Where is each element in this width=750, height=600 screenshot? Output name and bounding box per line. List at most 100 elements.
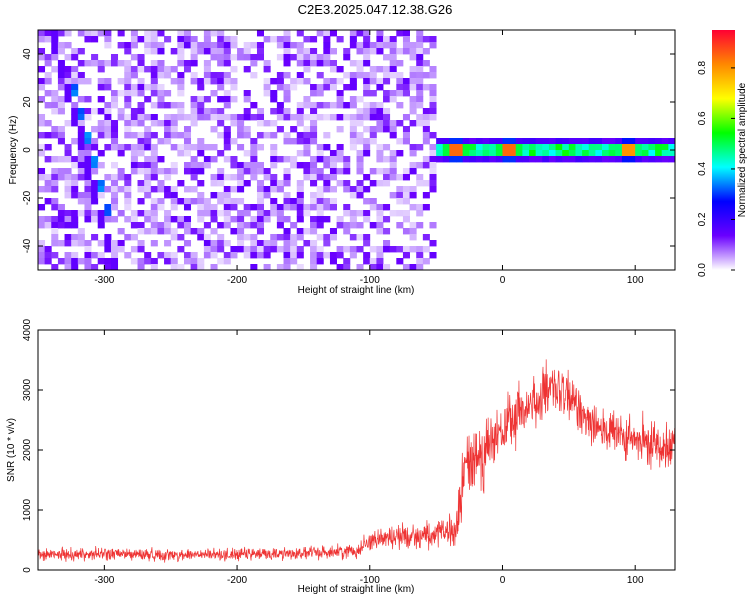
- spectrogram-cell: [336, 66, 344, 73]
- spectrogram-cell: [402, 198, 410, 205]
- spectrogram-cell: [130, 156, 138, 163]
- spectrogram-cell: [77, 120, 85, 127]
- spectrogram-cell: [130, 114, 138, 121]
- spectrogram-cell: [329, 234, 337, 241]
- spectrogram-cell: [349, 120, 357, 127]
- spectrogram-cell: [71, 192, 79, 199]
- spectrogram-cell: [495, 156, 503, 163]
- spectrogram-cell: [71, 90, 79, 97]
- spectrogram-cell: [475, 150, 483, 157]
- spectrogram-cell: [91, 186, 99, 193]
- spectrogram-cell: [296, 132, 304, 139]
- spectrogram-cell: [110, 186, 119, 193]
- spectrogram-cell: [263, 246, 271, 253]
- spectrogram-cell: [270, 234, 278, 241]
- spectrogram-cell: [38, 150, 46, 157]
- spectrogram-cell: [402, 90, 410, 97]
- spectrogram-cell: [117, 210, 125, 217]
- spectrogram-cell: [429, 186, 437, 193]
- spectrogram-cell: [310, 204, 318, 211]
- spectrogram-cell: [77, 48, 85, 55]
- spectrogram-cell: [422, 234, 430, 241]
- spectrogram-cell: [51, 54, 59, 61]
- spectrogram-cell: [389, 246, 397, 253]
- spectrogram-cell: [170, 252, 178, 259]
- spectrogram-cell: [210, 216, 218, 223]
- spectrogram-cell: [449, 144, 457, 151]
- spectrogram-cell: [170, 120, 178, 127]
- spectrogram-cell: [303, 144, 311, 151]
- spectrogram-cell: [137, 36, 145, 43]
- spectrogram-cell: [124, 186, 132, 193]
- spectrogram-cell: [217, 198, 225, 205]
- y-tick-label: -20: [22, 190, 33, 205]
- spectrogram-cell: [316, 60, 324, 67]
- spectrogram-cell: [170, 186, 178, 193]
- spectrogram-cell: [97, 78, 105, 85]
- spectrogram-cell: [661, 144, 669, 151]
- spectrogram-cell: [203, 204, 211, 211]
- spectrogram-cell: [402, 138, 410, 145]
- spectrogram-cell: [323, 186, 331, 193]
- spectrogram-cell: [283, 48, 291, 55]
- spectrogram-cell: [243, 48, 251, 55]
- spectrogram-cell: [290, 126, 298, 133]
- spectrogram-cell: [217, 78, 225, 85]
- spectrogram-cell: [316, 222, 324, 229]
- spectrogram-cell: [648, 150, 656, 157]
- spectrogram-cell: [203, 114, 211, 121]
- spectrogram-cell: [223, 42, 231, 49]
- spectrogram-cell: [529, 150, 537, 157]
- spectrogram-cell: [71, 252, 79, 259]
- spectrogram-cell: [369, 132, 377, 139]
- spectrogram-cell: [177, 102, 185, 109]
- spectrogram-cell: [303, 240, 311, 247]
- spectrogram-cell: [130, 66, 138, 73]
- spectrogram-cell: [668, 150, 675, 157]
- spectrogram-cell: [223, 138, 231, 145]
- spectrogram-cell: [104, 114, 112, 121]
- spectrogram-cell: [104, 132, 112, 139]
- spectrogram-cell: [383, 78, 391, 85]
- spectrogram-cell: [97, 132, 105, 139]
- spectrogram-cell: [177, 78, 185, 85]
- spectrogram-cell: [343, 264, 351, 270]
- spectrogram-cell: [71, 222, 79, 229]
- spectrogram-cell: [150, 240, 158, 247]
- spectrogram-cell: [349, 84, 357, 91]
- spectrogram-cell: [57, 96, 65, 103]
- spectrogram-cell: [144, 216, 152, 223]
- spectrogram-cell: [389, 36, 397, 43]
- spectrogram-cell: [38, 246, 46, 253]
- spectrogram-cell: [429, 222, 437, 229]
- spectrogram-cell: [230, 198, 238, 205]
- spectrogram-cell: [197, 192, 205, 199]
- spectrogram-cell: [64, 180, 72, 187]
- spectrogram-cell: [203, 42, 211, 49]
- spectrogram-cell: [363, 252, 371, 259]
- spectrogram-cell: [237, 210, 245, 217]
- spectrogram-cell: [124, 234, 132, 241]
- spectrogram-cell: [64, 234, 72, 241]
- spectrogram-cell: [183, 144, 192, 151]
- spectrogram-cell: [44, 72, 52, 79]
- spectrogram-cell: [316, 198, 324, 205]
- spectrogram-cell: [489, 150, 497, 157]
- spectrogram-cell: [51, 30, 59, 37]
- spectrogram-cell: [376, 246, 384, 253]
- spectrogram-cell: [164, 222, 172, 229]
- spectrogram-cell: [217, 120, 225, 127]
- spectrogram-cell: [469, 144, 477, 151]
- spectrogram-cell: [77, 150, 85, 157]
- spectrogram-cell: [77, 240, 85, 247]
- spectrogram-cell: [363, 210, 371, 217]
- spectrogram-cell: [190, 96, 198, 103]
- spectrogram-cell: [64, 222, 72, 229]
- spectrogram-cell: [243, 90, 251, 97]
- spectrogram-cell: [97, 126, 105, 133]
- spectrogram-cell: [57, 84, 65, 91]
- spectrogram-cell: [422, 48, 430, 55]
- spectrogram-cell: [263, 90, 271, 97]
- spectrogram-cell: [655, 150, 663, 157]
- spectrogram-cell: [396, 150, 404, 157]
